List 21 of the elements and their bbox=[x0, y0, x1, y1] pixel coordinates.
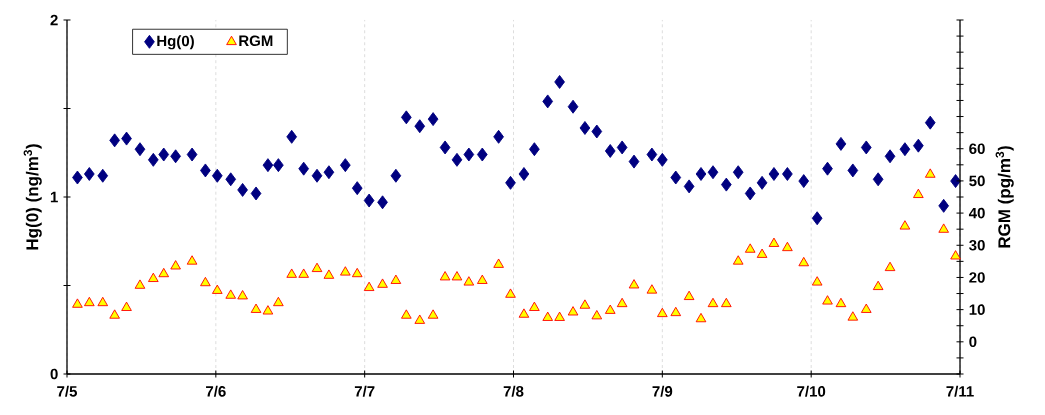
y2-tick-label: 0 bbox=[969, 336, 977, 348]
y2-axis-title: RGM (pg/m$^{3}$) bbox=[995, 146, 1014, 248]
legend-label: Hg(0) bbox=[157, 35, 194, 50]
y-tick-label: 0 bbox=[50, 368, 58, 380]
x-tick-label: 7/10 bbox=[797, 385, 826, 397]
y2-tick-label: 30 bbox=[969, 239, 985, 251]
y2-tick-label: 50 bbox=[969, 175, 985, 187]
x-tick-label: 7/6 bbox=[206, 385, 226, 397]
x-tick-label: 7/8 bbox=[503, 385, 524, 397]
legend-label: RGM bbox=[239, 35, 273, 47]
x-tick-label: 7/9 bbox=[652, 385, 673, 397]
y2-tick-label: 60 bbox=[969, 143, 985, 155]
y2-tick-label: 10 bbox=[969, 304, 985, 315]
y-tick-label: 1 bbox=[50, 191, 58, 203]
x-tick-label: 7/5 bbox=[57, 385, 78, 397]
x-tick-label: 7/11 bbox=[946, 385, 974, 397]
y2-tick-label: 40 bbox=[968, 207, 985, 219]
y-axis-title: Hg(0) (ng/m$^{3}$) bbox=[23, 144, 42, 250]
y2-tick-label: 20 bbox=[969, 272, 985, 283]
x-tick-label: 7/7 bbox=[354, 385, 375, 397]
y-tick-label: 2 bbox=[50, 14, 58, 26]
